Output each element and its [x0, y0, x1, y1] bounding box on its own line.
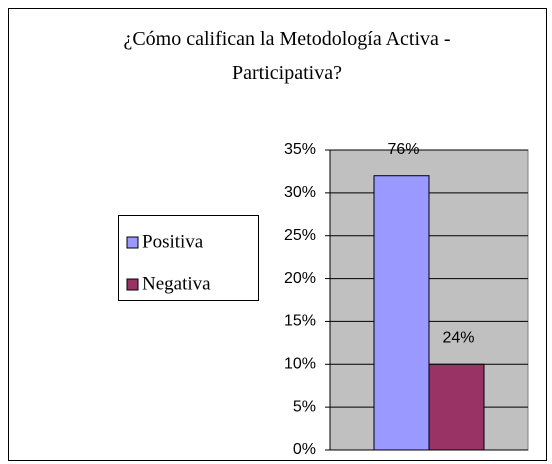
legend-swatch: [126, 278, 139, 291]
y-tick-label: 15%: [284, 313, 316, 330]
y-tick-label: 0%: [293, 441, 316, 458]
legend-label: Positiva: [142, 231, 204, 252]
legend-swatch: [126, 236, 139, 249]
legend-label: Negativa: [142, 273, 211, 294]
y-tick-label: 5%: [293, 398, 316, 415]
y-tick-label: 10%: [284, 356, 316, 373]
bar: [373, 175, 430, 451]
y-tick-label: 25%: [284, 227, 316, 244]
y-tick-label: 35%: [284, 141, 316, 158]
bar: [428, 363, 485, 451]
annotation: 76%: [387, 141, 419, 158]
y-tick-label: 20%: [284, 270, 316, 287]
chart-title: ¿Cómo califican la Metodología Activa - …: [123, 28, 451, 84]
y-tick-label: 30%: [284, 184, 316, 201]
annotation: 24%: [442, 330, 474, 347]
legend-box: [118, 215, 259, 301]
